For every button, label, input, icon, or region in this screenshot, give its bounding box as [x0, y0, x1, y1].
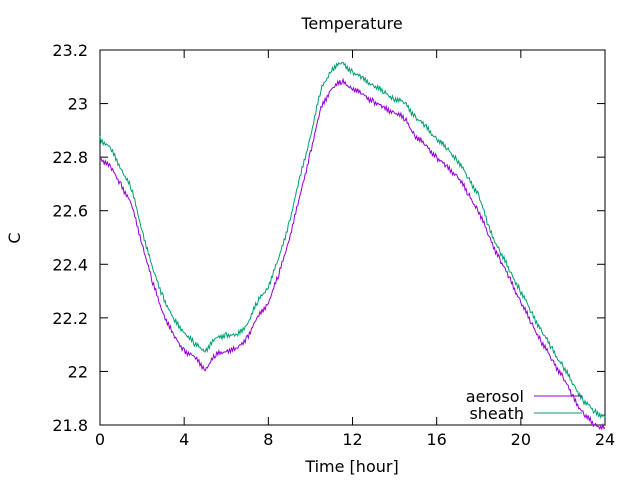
legend-label-sheath: sheath — [469, 404, 524, 423]
legend-label-aerosol: aerosol — [466, 387, 524, 406]
x-axis-label: Time [hour] — [304, 457, 398, 476]
y-tick-label: 22.4 — [52, 255, 88, 274]
y-tick-label: 23 — [68, 95, 88, 114]
x-tick-label: 20 — [511, 430, 531, 449]
y-tick-label: 22 — [68, 362, 88, 381]
y-axis-label: C — [5, 232, 24, 243]
plot-frame — [99, 49, 606, 426]
chart-title: Temperature — [300, 14, 402, 33]
y-tick-label: 23.2 — [52, 41, 88, 60]
y-tick-label: 22.8 — [52, 148, 88, 167]
x-tick-label: 12 — [342, 430, 362, 449]
y-tick-label: 22.6 — [52, 202, 88, 221]
x-tick-label: 24 — [595, 430, 615, 449]
axis-ticks: 0 4 8 12 16 20 24 21.8 22 22.2 22.4 22.6 22.8 23 23.2 — [52, 41, 615, 449]
x-tick-label: 8 — [263, 430, 273, 449]
y-tick-label: 22.2 — [52, 309, 88, 328]
series-layer — [99, 61, 606, 431]
y-tick-label: 21.8 — [52, 416, 88, 435]
x-tick-label: 4 — [179, 430, 189, 449]
x-tick-label: 16 — [426, 430, 446, 449]
x-tick-label: 0 — [95, 430, 105, 449]
series-line-aerosol — [99, 77, 606, 431]
series-line-sheath — [99, 61, 606, 420]
